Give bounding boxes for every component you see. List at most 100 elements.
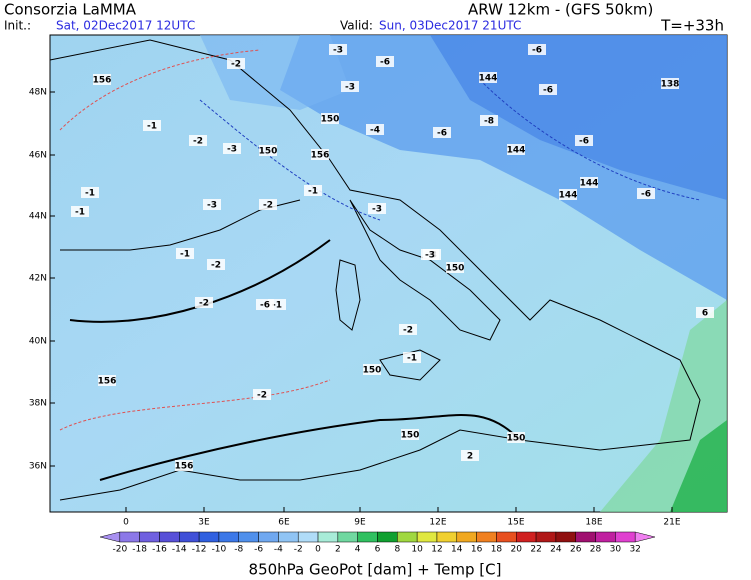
model: ARW 12km - (GFS 50km)	[468, 1, 653, 19]
contour-label: 150	[259, 147, 278, 157]
label-bg	[321, 113, 339, 124]
colorbar-label: 0	[315, 545, 321, 555]
contour-label: -1	[75, 208, 85, 218]
label-bg	[329, 44, 347, 55]
colorbar-cell	[377, 531, 398, 543]
lat-label: 46N	[29, 151, 47, 161]
label-bg	[71, 206, 89, 217]
label-bg	[376, 56, 394, 67]
label-bg	[479, 72, 497, 83]
map-area	[49, 34, 728, 513]
contour-label: -3	[372, 205, 382, 215]
contour-label: -1	[308, 187, 318, 197]
colorbar-label: -16	[152, 545, 167, 555]
colorbar-cell	[416, 531, 438, 543]
colorbar-label: -20	[112, 545, 127, 555]
colorbar-label: -12	[192, 545, 207, 555]
colorbar-cell	[258, 531, 279, 543]
lon-label: 0	[123, 518, 129, 528]
forecast-time: T=+33h	[660, 17, 724, 35]
label-bg	[98, 375, 116, 386]
colorbar-cell	[456, 531, 477, 543]
label-bg	[259, 145, 277, 156]
label-bg	[363, 364, 381, 375]
colorbar-label: -8	[234, 545, 243, 555]
colorbar-label: -6	[254, 545, 263, 555]
init-label: Init.:	[4, 19, 31, 33]
colorbar-cell	[496, 531, 517, 543]
label-bg	[311, 149, 329, 160]
label-bg	[480, 115, 498, 126]
contour-label: -2	[193, 137, 203, 147]
colorbar-label: 16	[471, 545, 483, 555]
colorbar-cell	[317, 531, 339, 543]
contour-label: -2	[211, 261, 221, 271]
colorbar-label: 26	[570, 545, 582, 555]
label-bg	[81, 187, 99, 198]
contour-label: 138	[661, 80, 680, 90]
label-bg	[227, 58, 245, 69]
axes: 0 3E 6E 9E 12E 15E 18E 21E 48N 46N 44N 42N 40N 38N 36N	[29, 88, 681, 528]
colorbar-label: 6	[375, 545, 381, 555]
label-bg	[253, 389, 271, 400]
contour-label: -6	[543, 86, 553, 96]
colorbar-cell	[634, 531, 656, 543]
contour-label: 156	[311, 151, 330, 161]
label-bg	[203, 199, 221, 210]
colorbar-label: -14	[172, 545, 187, 555]
init-value: Sat, 02Dec2017 12UTC	[56, 19, 195, 33]
colorbar-cell	[198, 531, 220, 543]
colorbar-cell	[218, 531, 240, 543]
label-bg	[446, 262, 464, 273]
label-bg	[93, 74, 111, 85]
label-bg	[575, 135, 593, 146]
label-bg	[528, 44, 546, 55]
colorbar-cell	[397, 531, 418, 543]
colorbar-label: 2	[335, 545, 341, 555]
label-bg	[223, 143, 241, 154]
contour-label: 156	[98, 377, 117, 387]
contour-label: 156	[93, 76, 112, 86]
colorbar-cell	[119, 531, 140, 543]
lat-label: 36N	[29, 462, 47, 472]
colorbar-label: 8	[394, 545, 400, 555]
lon-label: 3E	[198, 518, 210, 528]
contour-label: -3	[425, 251, 435, 261]
colorbar-cell	[357, 531, 378, 543]
colorbar-cell	[476, 531, 497, 543]
contour-label: -2	[403, 326, 413, 336]
title: Consorzia LaMMA	[4, 1, 137, 19]
contour-label: -6	[641, 190, 651, 200]
colorbar-label: -10	[212, 545, 227, 555]
label-bg	[696, 307, 714, 318]
colorbar-cell	[179, 531, 200, 543]
label-bg	[401, 429, 419, 440]
colorbar-label: 20	[511, 545, 523, 555]
lon-label: 21E	[663, 518, 680, 528]
colorbar-cell	[615, 531, 636, 543]
contour-label: -2	[263, 201, 273, 211]
label-bg	[143, 120, 161, 131]
contour-label: -6	[380, 58, 390, 68]
colorbar-cell	[436, 531, 458, 543]
colorbar-cell	[575, 531, 596, 543]
label-bg	[207, 259, 225, 270]
contour-label: -1	[85, 189, 95, 199]
lon-label: 9E	[354, 518, 366, 528]
label-bg	[268, 299, 286, 310]
colorbar-label: 24	[550, 545, 562, 555]
lat-label: 38N	[29, 399, 47, 409]
label-bg	[637, 188, 655, 199]
label-bg	[580, 177, 598, 188]
contour-label: -1	[180, 250, 190, 260]
contour-label: -1	[147, 122, 157, 132]
contour-label: -4	[370, 126, 380, 136]
colorbar-cell	[99, 531, 121, 543]
label-bg	[176, 248, 194, 259]
contour-label: 150	[507, 434, 526, 444]
contour-label: -6	[260, 301, 270, 311]
contour-label: -6	[532, 46, 542, 56]
colorbar-label: -4	[274, 545, 283, 555]
